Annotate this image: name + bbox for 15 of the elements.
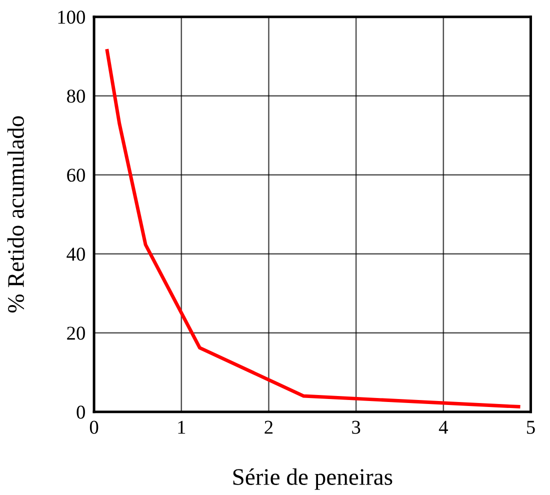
x-tick-label: 2 (264, 420, 273, 434)
y-tick-label: 0 (76, 406, 85, 419)
y-tick-label: 80 (67, 90, 85, 103)
y-tick-label: 40 (66, 248, 85, 261)
y-tick-label: 60 (67, 168, 85, 182)
line-series (105, 49, 520, 408)
x-tick-label: 1 (178, 420, 186, 434)
x-tick-label: 4 (438, 420, 448, 434)
x-tick-label: 3 (352, 420, 360, 434)
y-tick-label: 20 (67, 326, 85, 340)
y-axis-title: % Retido acumulado (7, 116, 24, 313)
x-tick-label: 0 (90, 420, 98, 434)
y-tick-label: 100 (58, 10, 85, 24)
x-tick-label: 5 (527, 420, 535, 434)
x-axis-title: Série de peneiras (233, 468, 392, 490)
